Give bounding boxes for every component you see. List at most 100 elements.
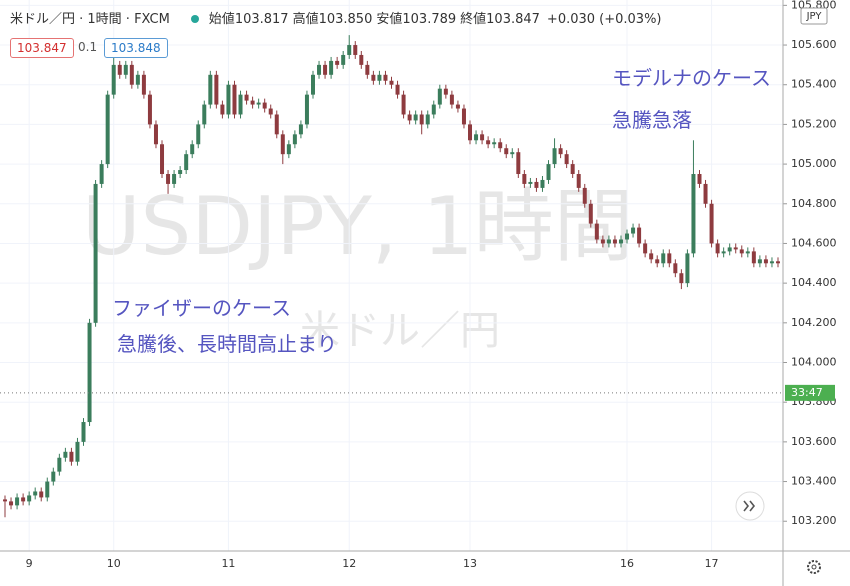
- ohlc-label: 終値: [460, 12, 487, 27]
- candle-body: [220, 104, 225, 115]
- candle-body: [9, 501, 14, 506]
- candle-body: [160, 144, 165, 175]
- candle-body: [588, 203, 593, 224]
- candle-body: [455, 104, 460, 109]
- ohlc-value: 103.850: [318, 12, 373, 27]
- candle-body: [673, 263, 678, 274]
- candle-body: [250, 100, 255, 105]
- annotation: 急騰後、長時間高止まり: [117, 332, 337, 356]
- candle-body: [123, 64, 128, 75]
- watermark-sub: 米ドル／円: [300, 308, 500, 354]
- candle-body: [39, 491, 44, 498]
- candle-body: [443, 88, 448, 95]
- candle-body: [679, 273, 684, 284]
- candle-body: [347, 45, 352, 55]
- candle-body: [292, 134, 297, 145]
- candle-body: [383, 74, 388, 81]
- y-tick-label: 105.400: [791, 78, 837, 91]
- y-tick-label: 105.000: [791, 157, 837, 170]
- candle-body: [268, 108, 273, 115]
- candle-body: [594, 223, 599, 240]
- candle-body: [516, 152, 521, 175]
- candle-body: [75, 441, 80, 462]
- candle-body: [21, 497, 26, 502]
- candle-body: [709, 203, 714, 244]
- y-tick-label: 105.600: [791, 38, 837, 51]
- candle-body: [763, 259, 768, 264]
- candle-body: [776, 261, 780, 264]
- candle-body: [727, 247, 732, 252]
- candle-body: [576, 174, 581, 188]
- candle-body: [371, 74, 376, 81]
- y-tick-label: 104.800: [791, 197, 837, 210]
- candle-body: [93, 183, 98, 323]
- candle-body: [141, 74, 146, 95]
- candle-body: [184, 154, 189, 171]
- candle-body: [262, 102, 267, 109]
- ohlc-label: 安値: [376, 12, 403, 27]
- ohlc-label: 高値: [292, 12, 319, 27]
- candle-body: [147, 94, 152, 125]
- candle-body: [286, 144, 291, 155]
- settings-hub: [811, 564, 817, 570]
- candle-body: [117, 64, 122, 75]
- ohlc: 始値103.817 高値103.850 安値103.789 終値103.847: [209, 12, 544, 27]
- ohlc-label: 始値: [208, 12, 235, 27]
- candle-body: [196, 124, 201, 145]
- y-tick-label: 104.200: [791, 316, 837, 329]
- candle-body: [661, 253, 666, 264]
- candle-body: [238, 94, 243, 115]
- candle-body: [129, 64, 134, 85]
- candle-body: [769, 261, 774, 264]
- candle-body: [564, 154, 569, 165]
- candle-body: [721, 251, 726, 254]
- candle-body: [298, 124, 303, 135]
- candle-body: [178, 170, 183, 175]
- buy-price[interactable]: 103.848: [104, 38, 168, 58]
- candle-body: [214, 74, 219, 105]
- candle-body: [667, 253, 672, 264]
- candle-body: [751, 251, 756, 264]
- candle-body: [111, 64, 116, 95]
- ohlc-value: 103.789: [402, 12, 457, 27]
- scroll-button[interactable]: [735, 491, 765, 521]
- candle-body: [341, 54, 346, 65]
- countdown: 33:47: [791, 386, 823, 399]
- candle-body: [504, 148, 509, 155]
- candle-body: [310, 74, 315, 95]
- settings-button[interactable]: [807, 560, 821, 574]
- candle-body: [99, 164, 104, 184]
- candle-body: [377, 74, 382, 81]
- candle-body: [166, 174, 171, 184]
- candle-body: [474, 134, 479, 141]
- candle-body: [190, 144, 195, 155]
- candle-body: [431, 104, 436, 115]
- scroll-icon: [743, 500, 756, 512]
- candle-body: [407, 114, 412, 121]
- candle-body: [691, 174, 696, 254]
- x-tick-label: 13: [463, 557, 477, 570]
- candle-body: [63, 451, 68, 458]
- ohlc-value: 103.817: [234, 12, 289, 27]
- candle-body: [612, 239, 617, 244]
- candle-body: [552, 148, 557, 165]
- currency-box: [800, 7, 828, 25]
- y-tick-label: 103.200: [791, 514, 837, 527]
- annotation: ファイザーのケース: [112, 296, 291, 320]
- candle-body: [461, 108, 466, 125]
- y-tick-label: 104.400: [791, 276, 837, 289]
- candle-body: [540, 179, 545, 188]
- candle-body: [739, 249, 744, 254]
- candle-body: [135, 74, 140, 85]
- candle-body: [715, 243, 720, 254]
- sell-price[interactable]: 103.847: [10, 38, 74, 58]
- candle-body: [15, 497, 20, 506]
- candle-body: [244, 94, 249, 101]
- symbol: 米ドル／円 · 1時間 · FXCM: [10, 12, 170, 27]
- candle-body: [353, 45, 358, 55]
- candle-body: [558, 148, 563, 155]
- x-tick-label: 9: [26, 557, 33, 570]
- settings-gear: [807, 560, 821, 574]
- candle-body: [510, 152, 515, 155]
